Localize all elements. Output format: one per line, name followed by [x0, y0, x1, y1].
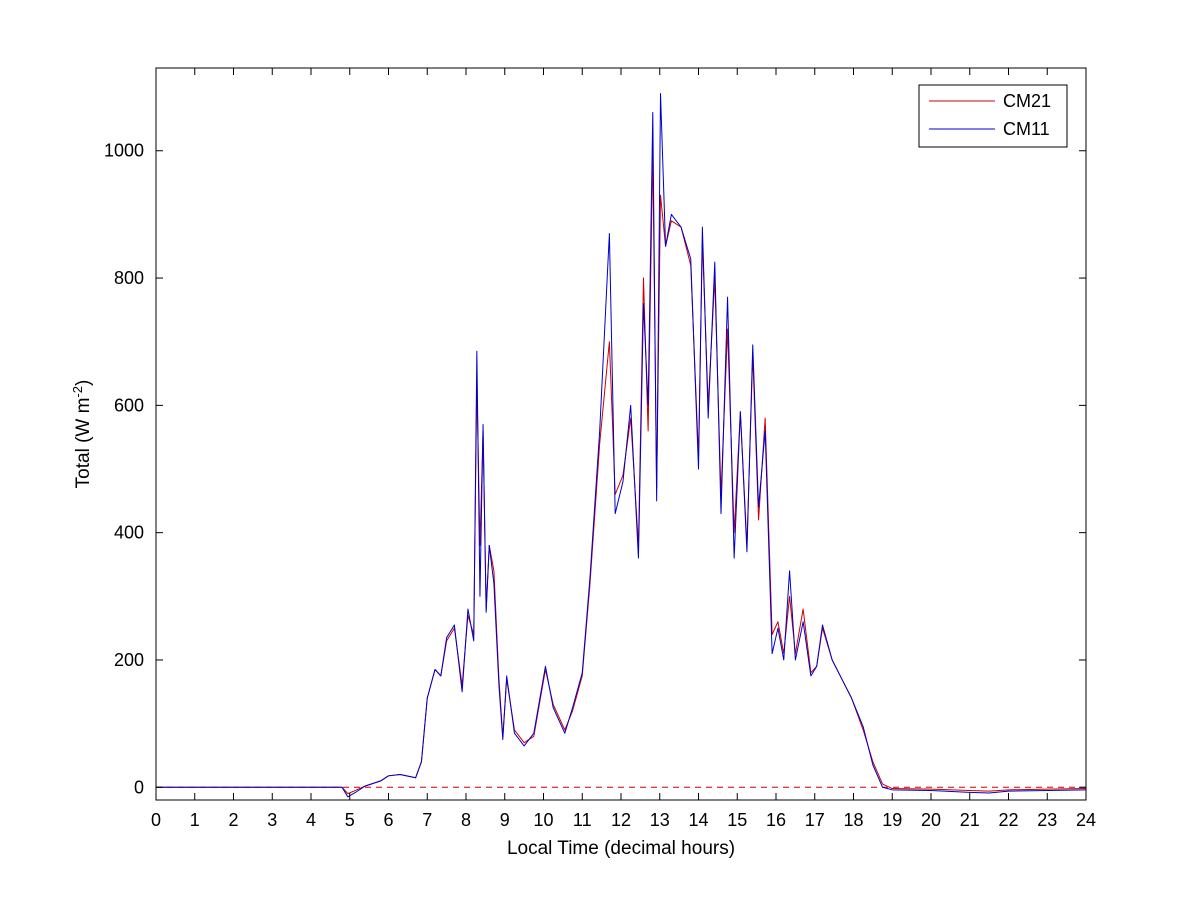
legend-label-cm21: CM21: [1003, 91, 1051, 111]
x-tick-label: 19: [882, 810, 902, 830]
x-axis-ticks: 0 1 2 3 4 5 6 7 8 9 10 11 12 13 14 15 16 17 18 19 20 21 22 23 24: [151, 68, 1096, 830]
y-tick-label: 400: [114, 523, 144, 543]
x-tick-label: 12: [611, 810, 631, 830]
x-tick-label: 13: [650, 810, 670, 830]
x-tick-label: 10: [533, 810, 553, 830]
x-tick-label: 21: [960, 810, 980, 830]
y-axis-label-sup: -2: [70, 386, 85, 398]
x-tick-label: 14: [688, 810, 708, 830]
x-tick-label: 17: [805, 810, 825, 830]
x-tick-label: 1: [190, 810, 200, 830]
x-tick-label: 5: [345, 810, 355, 830]
plot-area: [156, 68, 1086, 800]
x-axis-label: Local Time (decimal hours): [507, 838, 735, 859]
x-tick-label: 4: [306, 810, 316, 830]
legend: CM21 CM11: [918, 84, 1068, 148]
x-tick-label: 15: [727, 810, 747, 830]
x-tick-label: 18: [843, 810, 863, 830]
x-tick-label: 24: [1076, 810, 1096, 830]
x-tick-label: 8: [461, 810, 471, 830]
x-tick-label: 6: [383, 810, 393, 830]
x-tick-label: 3: [267, 810, 277, 830]
x-tick-label: 2: [228, 810, 238, 830]
y-axis-label-main: Total (W m: [73, 398, 94, 489]
x-tick-label: 9: [500, 810, 510, 830]
x-tick-label: 22: [998, 810, 1018, 830]
y-tick-label: 800: [114, 268, 144, 288]
series-layer: [156, 92, 1087, 798]
y-tick-label: 1000: [104, 141, 144, 161]
y-tick-label: 200: [114, 650, 144, 670]
y-tick-label: 600: [114, 395, 144, 415]
legend-label-cm11: CM11: [1003, 119, 1050, 139]
x-tick-label: 20: [921, 810, 941, 830]
y-tick-label: 0: [134, 777, 144, 797]
x-tick-label: 11: [573, 810, 592, 830]
series-line-cm11: [156, 92, 1087, 798]
x-tick-label: 7: [422, 810, 432, 830]
x-tick-label: 16: [766, 810, 786, 830]
x-tick-label: 0: [151, 810, 161, 830]
y-axis-ticks: 0 200 400 600 800 1000: [104, 141, 1086, 797]
y-axis-label-close: ): [73, 380, 94, 386]
y-axis-label: Total (W m-2): [70, 380, 94, 489]
legend-box: [918, 84, 1068, 148]
x-tick-label: 23: [1037, 810, 1057, 830]
